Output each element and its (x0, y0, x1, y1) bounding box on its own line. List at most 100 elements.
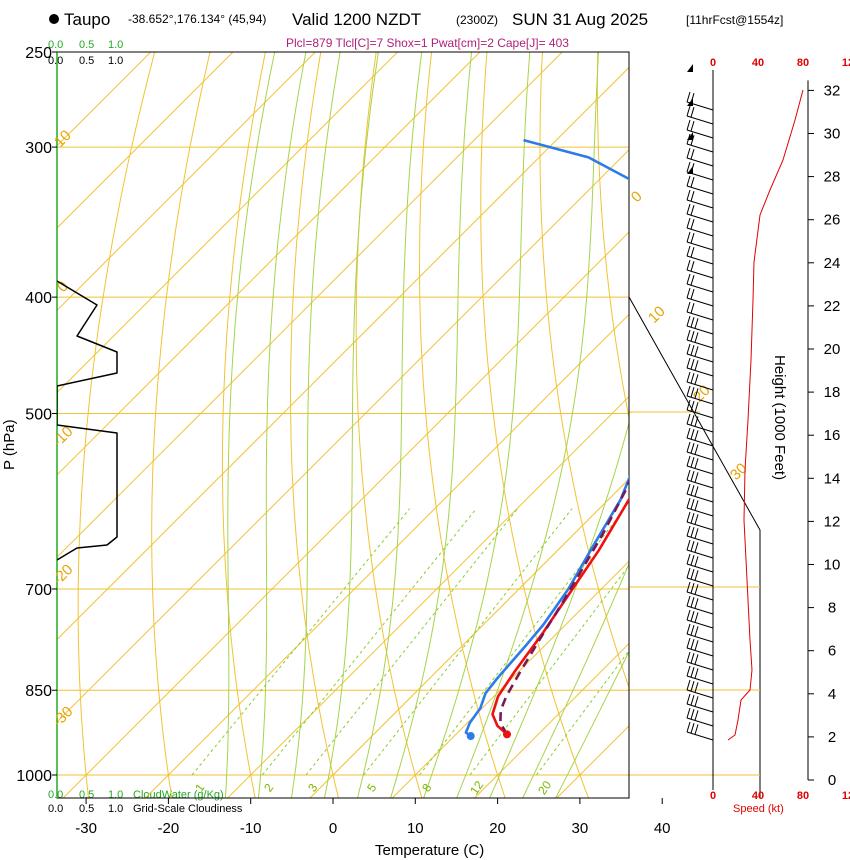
dry-adiabat (480, 52, 590, 798)
height-tick-label: 12 (824, 513, 841, 530)
wind-barb (686, 637, 714, 657)
wind-speed-tick-top: 12 (842, 57, 850, 69)
height-tick-label: 16 (824, 427, 841, 444)
wind-barb (686, 623, 714, 643)
wind-barb (686, 385, 714, 405)
moist-adiabat (323, 52, 379, 798)
wind-barb (686, 511, 714, 531)
mixing-ratio-label: 5 (364, 781, 379, 795)
x-tick-label: 20 (489, 820, 506, 837)
pressure-tick-label: 400 (25, 290, 52, 307)
pressure-tick-label: 1000 (16, 768, 52, 785)
cloudwater-label: CloudWater (g/Kg) (133, 789, 224, 801)
height-tick-label: 8 (828, 600, 836, 617)
x-tick-label: -20 (158, 820, 180, 837)
mixing-ratio-label: 2 (261, 781, 276, 795)
surface-dewpoint-marker (466, 732, 475, 741)
wind-barb (686, 497, 714, 517)
moist-adiabat (357, 52, 423, 798)
isotherm (57, 52, 563, 558)
wind-barb (686, 105, 714, 125)
profile-lines (57, 138, 629, 741)
wind-barb (686, 721, 714, 741)
mixing-ratio-line (305, 508, 518, 776)
wind-speed-tick-bottom: 12 (842, 790, 850, 802)
wind-barb (686, 553, 714, 573)
wind-barb (686, 665, 714, 685)
wind-barb (686, 175, 714, 195)
wind-barb (686, 203, 714, 223)
x-tick-label: 30 (572, 820, 589, 837)
wind-barb (686, 301, 714, 321)
pressure-tick-label: 500 (25, 407, 52, 424)
cloud-black-b1: 1.0 (108, 803, 123, 815)
mixing-ratio-line (469, 564, 629, 776)
x-axis-title: Temperature (C) (375, 842, 484, 859)
cloud-black-b0: 0.0 (48, 803, 63, 815)
x-tick-label: -30 (75, 820, 97, 837)
plot-frame (56, 51, 630, 799)
wind-barb (686, 595, 714, 615)
cloud-black-05: 0.5 (79, 55, 94, 67)
moist-adiabat (489, 421, 629, 798)
wind-pennant (687, 98, 693, 106)
height-tick-label: 10 (824, 557, 841, 574)
wind-barb (686, 287, 714, 307)
wind-barb (686, 189, 714, 209)
isotherm (391, 560, 629, 798)
dry-adiabat (151, 52, 211, 798)
wind-speed-tick-top: 80 (797, 57, 809, 69)
wind-barb (686, 567, 714, 587)
indices-line: Plcl=879 Tlcl[C]=7 Shox=1 Pwat[cm]=2 Cap… (286, 36, 569, 50)
height-tick-label: 32 (824, 82, 841, 99)
wind-barb (686, 231, 714, 251)
mixing-ratio-line (363, 508, 573, 776)
wind-barb (686, 651, 714, 671)
wind-speed-tick-top: 40 (752, 57, 764, 69)
wind-barb (686, 707, 714, 727)
height-tick-label: 28 (824, 169, 841, 186)
isotherm-label: 30 (727, 460, 751, 484)
x-tick-label: 10 (407, 820, 424, 837)
valid-time: Valid 1200 NZDT (292, 10, 421, 29)
height-tick-label: 24 (824, 255, 841, 272)
station-name: Taupo (64, 10, 110, 29)
wind-barb (686, 413, 714, 433)
height-axis-title: Height (1000 Feet) (771, 355, 788, 480)
dry-adiabat (596, 52, 629, 421)
wind-barb (686, 259, 714, 279)
wind-barb (686, 525, 714, 545)
wind-speed-tick-top: 0 (710, 57, 716, 69)
height-tick-label: 22 (824, 298, 841, 315)
moist-adiabat (257, 52, 307, 798)
wind-barb (686, 315, 714, 335)
series-parcel (498, 479, 629, 735)
wind-barb (686, 483, 714, 503)
height-tick-label: 20 (824, 341, 841, 358)
cloud-green-0: 0.0 (48, 39, 63, 51)
mixing-ratio-line (536, 649, 629, 776)
height-tick-label: 26 (824, 212, 841, 229)
wind-barb (686, 399, 714, 419)
moist-adiabat (555, 650, 629, 798)
isotherm (62, 231, 629, 798)
wind-barb (686, 679, 714, 699)
isotherm (57, 66, 629, 641)
isotherm (556, 725, 629, 798)
wind-barb (686, 357, 714, 377)
mixing-ratio-line (261, 508, 477, 776)
wind-speed-profile (727, 89, 804, 741)
wind-speed-tick-bottom: 0 (710, 790, 716, 802)
height-tick-label: 4 (828, 686, 836, 703)
wind-speed-tick-bottom: 40 (752, 790, 764, 802)
isotherm (57, 149, 629, 723)
isotherm (57, 52, 317, 312)
wind-barb (686, 119, 714, 139)
wind-barb (686, 217, 714, 237)
wind-barb (686, 455, 714, 475)
plot-border (56, 51, 630, 799)
mixing-ratio-label: 12 (467, 778, 486, 797)
height-tick-label: 30 (824, 126, 841, 143)
series-temperature (491, 496, 629, 736)
